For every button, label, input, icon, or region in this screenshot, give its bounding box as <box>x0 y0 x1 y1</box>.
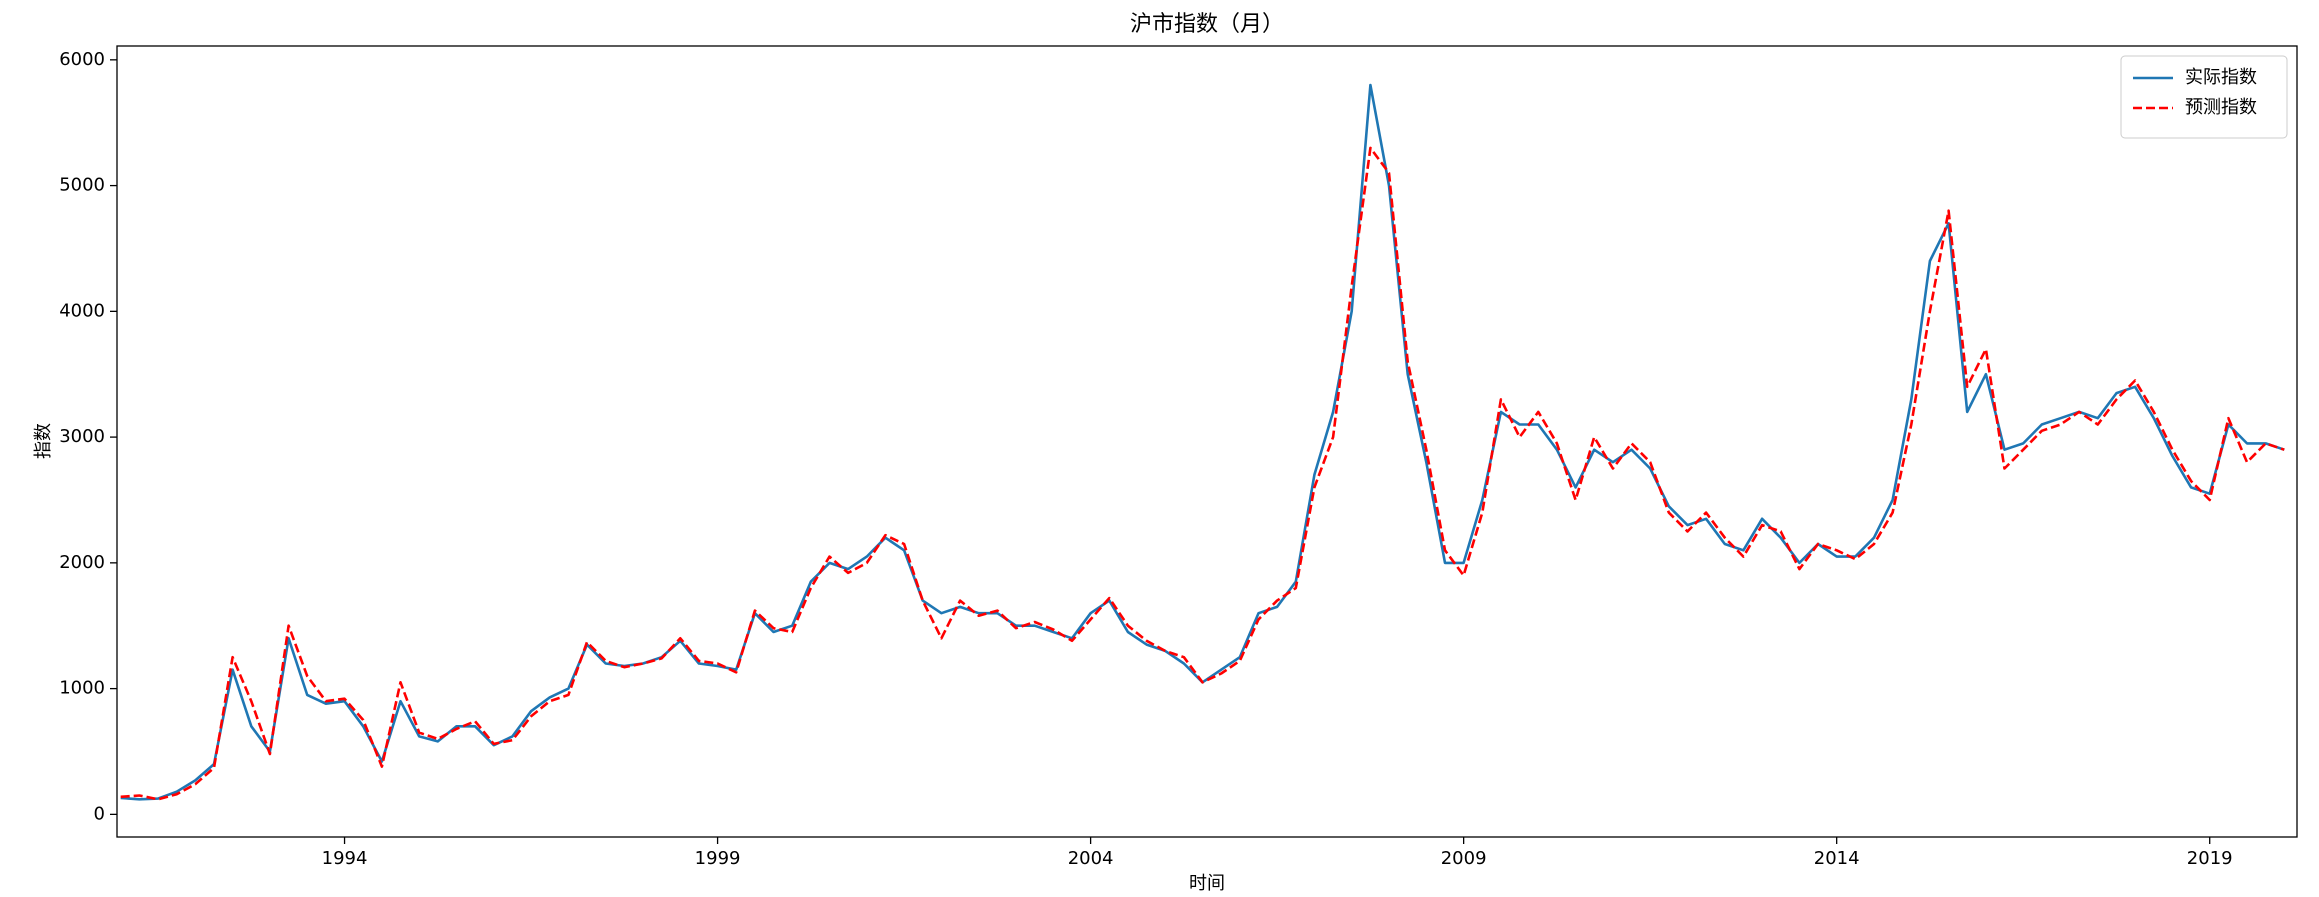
series-line <box>120 146 2285 801</box>
x-tick-label: 1999 <box>695 848 741 869</box>
chart-title: 沪市指数（月） <box>1130 12 1284 37</box>
x-tick-label: 2009 <box>1441 848 1487 869</box>
series-line <box>120 83 2285 801</box>
y-tick-label: 6000 <box>59 49 105 70</box>
x-tick-label: 1994 <box>322 848 368 869</box>
x-tick-label: 2004 <box>1068 848 1114 869</box>
y-tick-label: 1000 <box>59 678 105 699</box>
y-axis-label: 指数 <box>33 423 54 459</box>
x-tick-label: 2014 <box>1814 848 1860 869</box>
y-tick-label: 2000 <box>59 552 105 573</box>
y-tick-label: 0 <box>94 803 105 824</box>
y-tick-label: 3000 <box>59 426 105 447</box>
legend-label: 预测指数 <box>2185 97 2257 118</box>
plot-frame <box>116 45 2298 838</box>
x-axis-label: 时间 <box>1189 873 1225 894</box>
legend-box <box>2120 55 2288 139</box>
legend-label: 实际指数 <box>2185 67 2257 88</box>
x-tick-label: 2019 <box>2187 848 2233 869</box>
y-tick-label: 4000 <box>59 300 105 321</box>
y-tick-label: 5000 <box>59 175 105 196</box>
